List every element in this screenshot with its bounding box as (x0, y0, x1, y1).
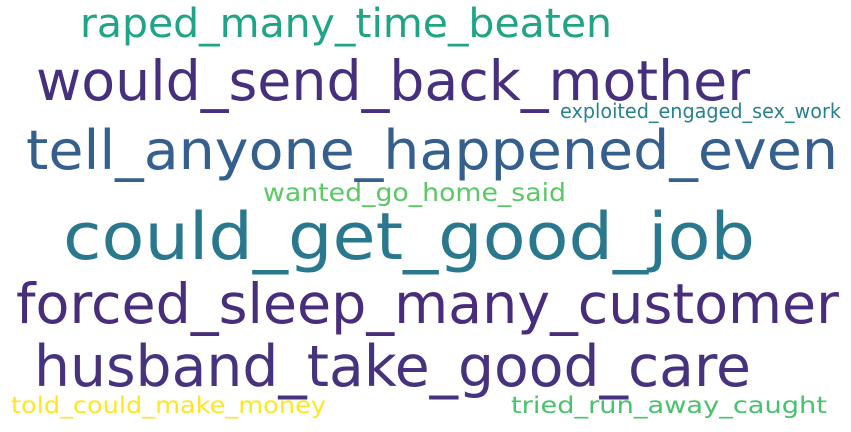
word-tell-anyone-happened-even: tell_anyone_happened_even (26, 119, 839, 182)
word-forced-sleep-many-customer: forced_sleep_many_customer (16, 272, 839, 336)
word-could-get-good-job: could_get_good_job (63, 200, 755, 275)
word-raped-many-time-beaten: raped_many_time_beaten (80, 1, 612, 47)
word-wanted-go-home-said: wanted_go_home_said (263, 178, 566, 207)
word-told-could-make-money: told_could_make_money (11, 393, 326, 419)
word-tried-run-away-caught: tried_run_away_caught (511, 393, 827, 419)
word-husband-take-good-care: husband_take_good_care (34, 334, 751, 400)
word-exploited-engaged-sex-work: exploited_engaged_sex_work (560, 99, 841, 123)
word-would-send-back-mother: would_send_back_mother (36, 49, 750, 113)
